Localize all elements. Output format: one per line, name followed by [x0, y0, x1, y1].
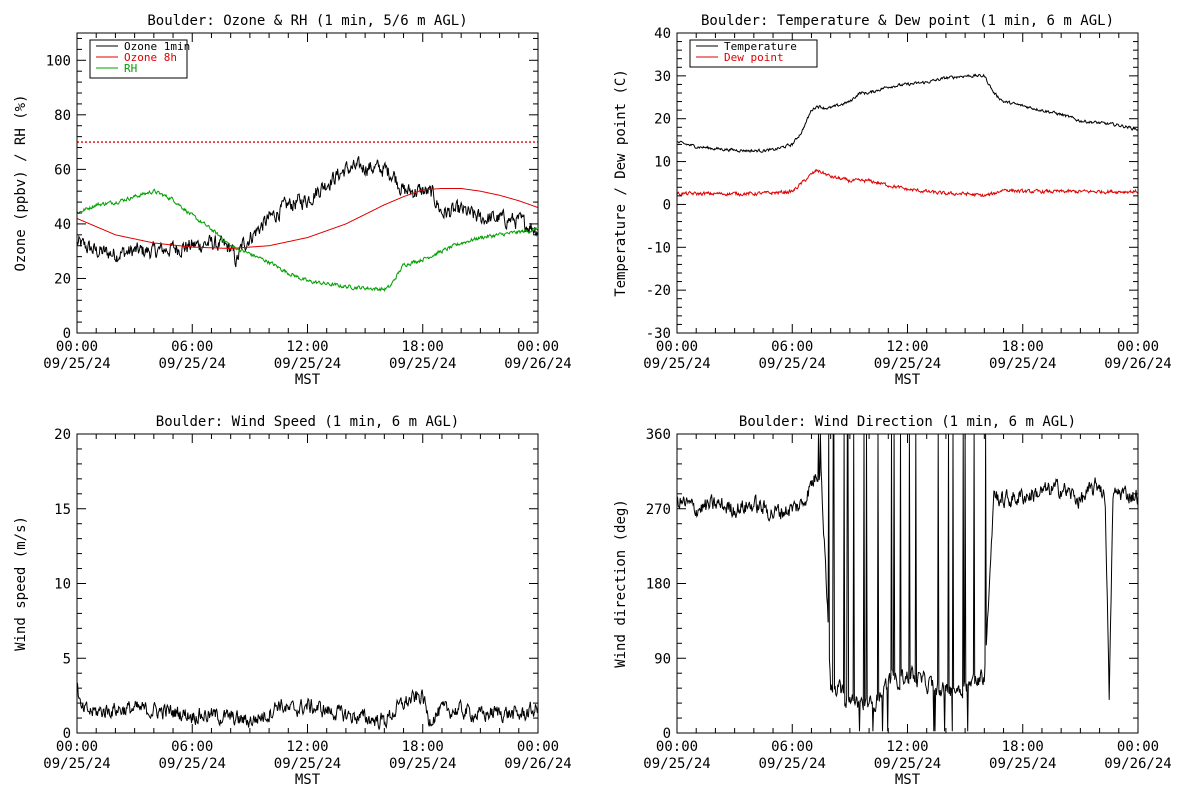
x-tick-date: 09/25/24 [274, 756, 341, 772]
x-tick-time: 06:00 [771, 339, 813, 355]
x-axis-label: MST [895, 772, 921, 788]
y-tick-label: -20 [646, 283, 671, 299]
y-tick-label: 30 [654, 69, 671, 85]
y-tick-label: 270 [646, 502, 671, 518]
x-tick-date: 09/25/24 [874, 756, 941, 772]
x-tick-date: 09/26/24 [504, 756, 571, 772]
x-tick-date: 09/25/24 [643, 756, 710, 772]
y-tick-label: 5 [63, 651, 71, 667]
x-tick-date: 09/25/24 [643, 356, 710, 372]
x-tick-date: 09/25/24 [874, 356, 941, 372]
x-tick-time: 06:00 [171, 739, 213, 755]
x-tick-time: 06:00 [171, 339, 213, 355]
legend-label: Ozone 8h [124, 51, 177, 64]
x-tick-time: 00:00 [656, 739, 698, 755]
y-tick-label: 10 [654, 155, 671, 171]
y-tick-label: -30 [646, 326, 671, 342]
chart-temp: Boulder: Temperature & Dew point (1 min,… [613, 13, 1172, 388]
y-tick-label: 360 [646, 427, 671, 443]
x-tick-time: 18:00 [1002, 739, 1044, 755]
x-tick-date: 09/25/24 [43, 756, 110, 772]
x-tick-time: 18:00 [402, 339, 444, 355]
y-tick-label: 20 [654, 112, 671, 128]
x-tick-date: 09/25/24 [274, 356, 341, 372]
x-tick-time: 00:00 [517, 739, 559, 755]
x-tick-time: 00:00 [1117, 739, 1159, 755]
x-tick-time: 12:00 [286, 739, 328, 755]
y-tick-label: 15 [54, 502, 71, 518]
y-axis-label: Wind direction (deg) [613, 499, 629, 668]
plot-frame [676, 433, 1139, 734]
x-tick-date: 09/25/24 [759, 356, 826, 372]
series-line-dew-point [676, 168, 1139, 198]
chart-wdir: Boulder: Wind Direction (1 min, 6 m AGL)… [613, 414, 1172, 788]
series-line-wdir [676, 433, 1139, 732]
series-line-temperature [677, 73, 1139, 154]
x-axis-label: MST [895, 372, 921, 388]
x-tick-time: 00:00 [56, 339, 98, 355]
x-axis-label: MST [295, 372, 321, 388]
x-tick-date: 09/26/24 [1104, 356, 1171, 372]
legend-label: Ozone 1min [124, 40, 190, 53]
chart-title: Boulder: Wind Speed (1 min, 6 m AGL) [156, 414, 459, 430]
y-tick-label: 20 [54, 427, 71, 443]
y-tick-label: 40 [654, 26, 671, 42]
y-tick-label: 10 [54, 577, 71, 593]
x-tick-time: 18:00 [402, 739, 444, 755]
chart-title: Boulder: Ozone & RH (1 min, 5/6 m AGL) [147, 13, 467, 29]
y-tick-label: 80 [54, 108, 71, 124]
x-tick-date: 09/25/24 [389, 356, 456, 372]
series-line-ozone-1min [76, 156, 539, 268]
legend-label: Temperature [724, 40, 797, 53]
x-tick-time: 12:00 [286, 339, 328, 355]
y-tick-label: 100 [46, 53, 71, 69]
x-axis-label: MST [295, 772, 321, 788]
legend-box [689, 39, 818, 68]
x-tick-date: 09/26/24 [1104, 756, 1171, 772]
x-tick-time: 18:00 [1002, 339, 1044, 355]
x-tick-time: 00:00 [56, 739, 98, 755]
x-tick-date: 09/25/24 [159, 756, 226, 772]
y-tick-label: 0 [663, 197, 671, 213]
x-tick-date: 09/25/24 [989, 756, 1056, 772]
x-tick-date: 09/25/24 [989, 356, 1056, 372]
y-axis-label: Temperature / Dew point (C) [613, 69, 629, 297]
y-tick-label: 20 [54, 271, 71, 287]
y-tick-label: 0 [63, 326, 71, 342]
legend-label: Dew point [724, 51, 784, 64]
plot-frame [76, 433, 539, 734]
x-tick-time: 00:00 [656, 339, 698, 355]
x-tick-time: 00:00 [517, 339, 559, 355]
x-tick-date: 09/25/24 [759, 756, 826, 772]
y-axis-label: Wind speed (m/s) [13, 516, 29, 651]
x-tick-time: 06:00 [771, 739, 813, 755]
series-line-rh [76, 188, 539, 293]
chart-title: Boulder: Temperature & Dew point (1 min,… [701, 13, 1114, 29]
y-tick-label: 0 [63, 726, 71, 742]
x-tick-date: 09/25/24 [43, 356, 110, 372]
y-tick-label: 40 [54, 217, 71, 233]
y-tick-label: 90 [654, 651, 671, 667]
chart-wspd: Boulder: Wind Speed (1 min, 6 m AGL) Wind… [13, 414, 572, 788]
series-line-ozone-8h [76, 188, 539, 250]
y-axis-label: Ozone (ppbv) / RH (%) [13, 94, 29, 271]
x-tick-time: 12:00 [886, 339, 928, 355]
y-tick-label: 180 [646, 577, 671, 593]
x-tick-date: 09/26/24 [504, 356, 571, 372]
x-tick-date: 09/25/24 [389, 756, 456, 772]
x-tick-time: 00:00 [1117, 339, 1159, 355]
x-tick-time: 12:00 [886, 739, 928, 755]
plot-frame [676, 32, 1139, 334]
legend-label: RH [124, 62, 137, 75]
chart-title: Boulder: Wind Direction (1 min, 6 m AGL) [739, 414, 1076, 430]
chart-ozone: Boulder: Ozone & RH (1 min, 5/6 m AGL) Oz… [13, 13, 572, 388]
x-tick-date: 09/25/24 [159, 356, 226, 372]
y-tick-label: 0 [663, 726, 671, 742]
y-tick-label: 60 [54, 162, 71, 178]
y-tick-label: -10 [646, 240, 671, 256]
series-line-wspd [76, 682, 539, 730]
